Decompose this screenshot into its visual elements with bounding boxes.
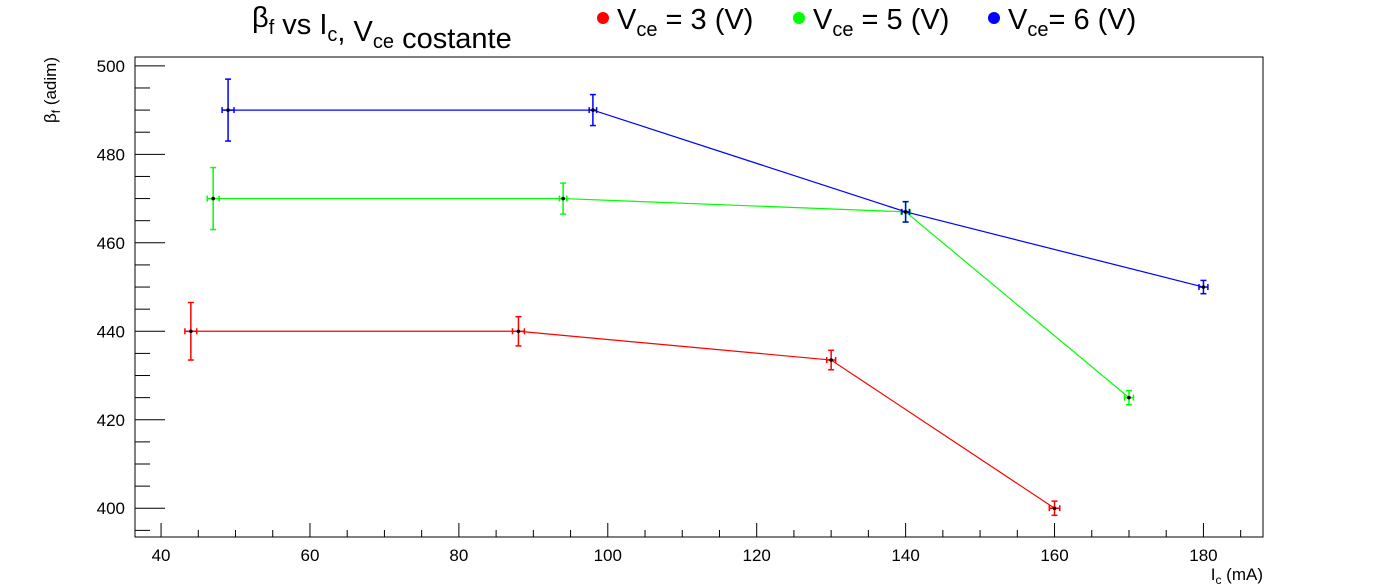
- x-tick-label: 100: [594, 546, 622, 565]
- point-marker: [1127, 395, 1131, 400]
- legend: Vce = 3 (V) Vce = 5 (V) Vce= 6 (V): [597, 4, 1136, 41]
- data-point: [825, 349, 837, 371]
- series: [184, 301, 1061, 517]
- legend-marker: [793, 12, 805, 24]
- point-marker: [591, 108, 595, 112]
- plot-frame: [134, 56, 1264, 538]
- x-tick-label: 140: [891, 546, 919, 565]
- point-marker: [189, 329, 193, 334]
- point-marker: [561, 196, 565, 201]
- y-axis-title: βf (adim): [41, 57, 63, 123]
- y-tick-label: 500: [97, 57, 125, 76]
- data-point: [221, 78, 235, 142]
- data-point: [1123, 389, 1135, 406]
- x-tick-label: 120: [743, 546, 771, 565]
- point-marker: [903, 210, 908, 214]
- x-tick-label: 60: [301, 546, 320, 565]
- y-tick-label: 420: [97, 411, 125, 430]
- data-point: [558, 182, 568, 215]
- x-tick-label: 180: [1189, 546, 1217, 565]
- point-marker: [1201, 285, 1206, 289]
- data-point: [1048, 500, 1061, 517]
- point-marker: [1052, 506, 1057, 511]
- data-point: [511, 315, 526, 347]
- legend-label: Vce= 6 (V): [1008, 4, 1136, 41]
- legend-marker: [988, 12, 1000, 24]
- point-marker: [516, 329, 521, 334]
- data-point: [901, 200, 911, 223]
- point-marker: [829, 358, 833, 362]
- series-layer: [184, 78, 1209, 517]
- series-line: [190, 330, 1055, 509]
- legend-marker: [597, 12, 609, 24]
- legend-label: Vce = 3 (V): [617, 4, 753, 41]
- y-tick-label: 460: [97, 234, 125, 253]
- x-axis-title: Ic (mA): [1211, 565, 1263, 586]
- x-tick-label: 160: [1040, 546, 1068, 565]
- x-tick-label: 80: [449, 546, 468, 565]
- series-line: [213, 197, 1130, 399]
- y-tick-label: 400: [97, 499, 125, 518]
- y-tick-label: 440: [97, 322, 125, 341]
- y-axis: 400 420 440 460 480 500: [97, 57, 165, 531]
- y-tick-label: 480: [97, 145, 125, 164]
- point-marker: [226, 108, 230, 112]
- point-marker: [211, 196, 215, 201]
- x-axis: 40 60 80 100 120 140 160 180: [152, 523, 1242, 565]
- chart-title: βf vs Ic, Vce costante: [252, 2, 512, 55]
- data-point: [184, 301, 198, 361]
- series: [221, 78, 1209, 295]
- x-tick-label: 40: [152, 546, 171, 565]
- legend-label: Vce = 5 (V): [813, 4, 949, 41]
- data-point: [206, 166, 220, 231]
- series: [206, 166, 1135, 406]
- data-point: [588, 93, 598, 127]
- data-point: [1198, 279, 1209, 295]
- series-line: [228, 109, 1204, 288]
